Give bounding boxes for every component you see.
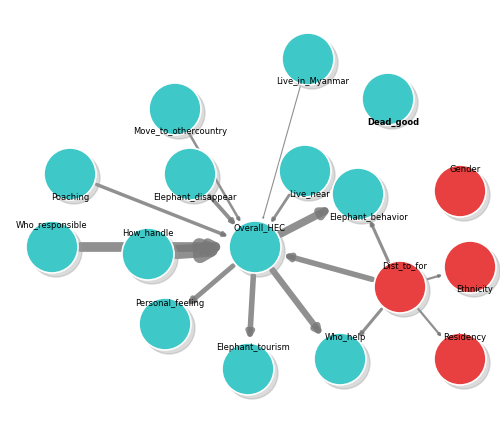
Circle shape [332, 169, 384, 221]
Circle shape [283, 150, 335, 202]
Circle shape [139, 298, 191, 350]
FancyArrowPatch shape [97, 185, 224, 236]
Circle shape [168, 153, 220, 205]
FancyArrowPatch shape [288, 256, 372, 280]
Text: Dist_to_for: Dist_to_for [382, 261, 428, 270]
Circle shape [434, 333, 486, 385]
Circle shape [153, 88, 205, 140]
Circle shape [314, 333, 366, 385]
Circle shape [149, 84, 201, 136]
Circle shape [282, 34, 334, 86]
FancyArrowPatch shape [272, 196, 289, 221]
Circle shape [26, 221, 78, 273]
Text: Elephant_behavior: Elephant_behavior [328, 212, 407, 221]
Circle shape [30, 225, 82, 277]
Circle shape [362, 74, 414, 126]
Text: Ethnicity: Ethnicity [456, 285, 494, 294]
Text: Elephant_tourism: Elephant_tourism [216, 343, 290, 352]
Circle shape [366, 78, 418, 130]
Circle shape [374, 261, 426, 313]
Circle shape [438, 169, 490, 221]
Text: Personal_feeling: Personal_feeling [136, 298, 204, 307]
Circle shape [434, 166, 486, 218]
Text: Who_help: Who_help [324, 333, 366, 342]
Circle shape [378, 265, 430, 317]
Text: Move_to_othercountry: Move_to_othercountry [133, 127, 227, 136]
FancyArrowPatch shape [263, 87, 300, 218]
Circle shape [233, 225, 285, 277]
Circle shape [444, 241, 496, 293]
Text: How_handle: How_handle [122, 228, 174, 237]
Text: Poaching: Poaching [51, 192, 89, 201]
Text: Who_responsible: Who_responsible [16, 221, 88, 230]
Text: Overall_HEC: Overall_HEC [233, 223, 285, 232]
Text: Residency: Residency [444, 333, 486, 342]
Circle shape [126, 233, 178, 284]
Circle shape [222, 343, 274, 395]
Circle shape [44, 149, 96, 200]
FancyArrowPatch shape [176, 246, 211, 257]
FancyArrowPatch shape [190, 135, 239, 220]
Circle shape [122, 228, 174, 280]
Text: Live_near: Live_near [290, 189, 331, 198]
FancyArrowPatch shape [81, 243, 216, 251]
FancyArrowPatch shape [272, 270, 318, 331]
Text: Live_in_Myanmar: Live_in_Myanmar [276, 77, 349, 86]
Circle shape [226, 347, 278, 399]
Circle shape [229, 221, 281, 273]
Circle shape [143, 302, 195, 354]
Circle shape [318, 337, 370, 389]
FancyArrowPatch shape [360, 310, 382, 335]
FancyArrowPatch shape [371, 224, 388, 261]
Text: Elephant_disappear: Elephant_disappear [154, 192, 237, 201]
Circle shape [164, 149, 216, 200]
Text: Gender: Gender [450, 165, 480, 174]
FancyArrowPatch shape [428, 276, 440, 280]
FancyArrowPatch shape [248, 276, 254, 334]
Circle shape [286, 38, 338, 90]
Circle shape [336, 172, 388, 224]
Circle shape [48, 153, 100, 205]
Circle shape [279, 146, 331, 197]
Text: Dead_good: Dead_good [367, 117, 419, 126]
Circle shape [438, 337, 490, 389]
FancyArrowPatch shape [191, 266, 233, 302]
FancyArrowPatch shape [280, 212, 325, 234]
Circle shape [448, 246, 500, 297]
FancyArrowPatch shape [418, 310, 440, 335]
FancyArrowPatch shape [209, 196, 233, 223]
